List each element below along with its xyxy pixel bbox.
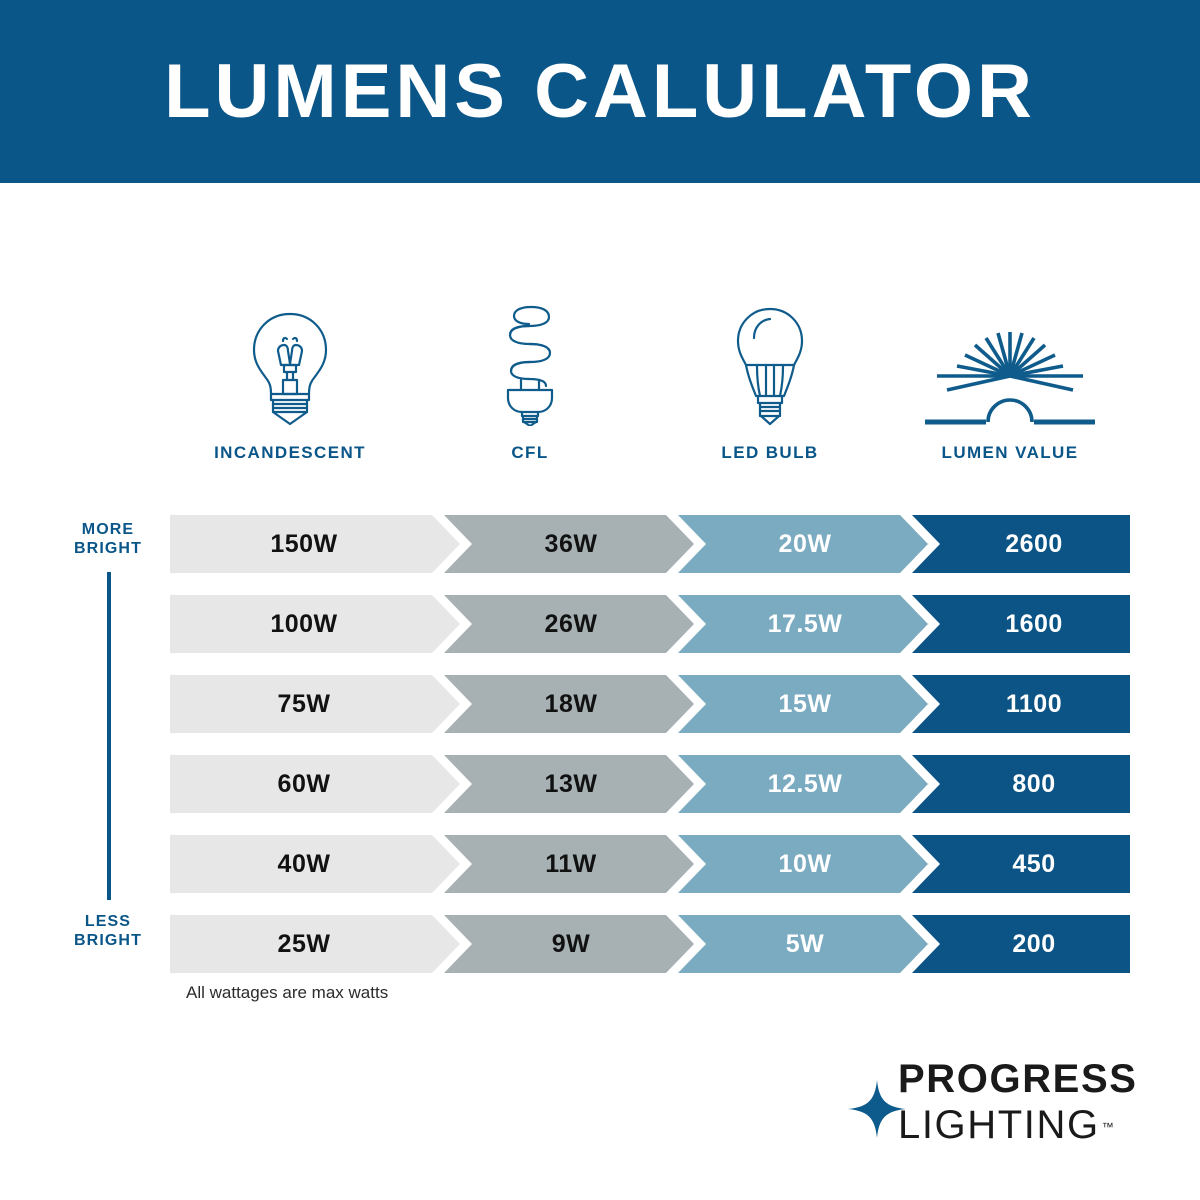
scale-more-line1: MORE [81,521,135,538]
logo-lighting-text: LIGHTING [898,1103,1100,1147]
table-row: 25W 9W 5W 200 [170,915,1130,973]
cell-led: 20W [678,515,928,573]
cell-cfl: 26W [444,595,694,653]
cell-lumens: 200 [912,915,1130,973]
cell-cfl: 9W [444,915,694,973]
table-row: 75W 18W 15W 1100 [170,675,1130,733]
scale-vertical-line [107,572,111,900]
logo-wordmark: PROGRESS LIGHTING ™ [898,1056,1138,1157]
icon-cell-led [650,296,890,426]
cell-incandescent: 75W [170,675,460,733]
scale-label-more-bright: MORE BRIGHT [48,520,168,558]
header-banner: LUMENS CALULATOR [0,0,1200,183]
table-row: 100W 26W 17.5W 1600 [170,595,1130,653]
cell-lumens: 1100 [912,675,1130,733]
column-header-row: INCANDESCENT CFL LED BULB LUMEN VALUE [170,443,1130,467]
cell-incandescent: 40W [170,835,460,893]
cell-incandescent: 150W [170,515,460,573]
logo-lighting-row: LIGHTING ™ [898,1102,1138,1157]
brightness-scale: MORE BRIGHT LESS BRIGHT [48,520,168,950]
cfl-spiral-bulb-icon [506,305,554,426]
cell-led: 12.5W [678,755,928,813]
trademark-symbol: ™ [1101,1120,1114,1134]
cell-cfl: 36W [444,515,694,573]
scale-less-line2: BRIGHT [74,932,142,949]
cell-lumens: 450 [912,835,1130,893]
icon-cell-cfl [410,296,650,426]
cell-lumens: 800 [912,755,1130,813]
table-row: 60W 13W 12.5W 800 [170,755,1130,813]
logo-progress-text: PROGRESS [898,1057,1138,1101]
icon-cell-incandescent [170,296,410,426]
cell-cfl: 18W [444,675,694,733]
scale-less-line1: LESS [84,913,132,930]
cell-cfl: 11W [444,835,694,893]
four-point-star-icon [848,1080,906,1138]
scale-label-less-bright: LESS BRIGHT [48,912,168,950]
column-header-cfl: CFL [511,443,549,462]
cell-lumens: 2600 [912,515,1130,573]
cell-led: 15W [678,675,928,733]
scale-more-line2: BRIGHT [74,540,142,557]
cell-incandescent: 25W [170,915,460,973]
cell-led: 17.5W [678,595,928,653]
cell-lumens: 1600 [912,595,1130,653]
footnote-text: All wattages are max watts [186,983,389,1002]
cell-incandescent: 100W [170,595,460,653]
led-bulb-icon [736,307,804,426]
sunburst-rays-icon [925,332,1095,425]
column-header-lumen-value: LUMEN VALUE [941,443,1079,462]
page-title: LUMENS CALULATOR [164,48,1036,134]
cell-cfl: 13W [444,755,694,813]
incandescent-bulb-icon [252,312,328,426]
bulb-icon-row [170,296,1130,426]
column-header-incandescent: INCANDESCENT [214,443,366,462]
table-row: 40W 11W 10W 450 [170,835,1130,893]
comparison-bars: 150W 36W 20W 2600 100W 26W 17.5W 1600 75… [170,515,1130,995]
cell-led: 10W [678,835,928,893]
cell-led: 5W [678,915,928,973]
progress-lighting-logo: PROGRESS LIGHTING ™ [848,1056,1136,1152]
table-row: 150W 36W 20W 2600 [170,515,1130,573]
column-header-led-bulb: LED BULB [721,443,819,462]
cell-incandescent: 60W [170,755,460,813]
icon-cell-lumen-value [890,296,1130,426]
